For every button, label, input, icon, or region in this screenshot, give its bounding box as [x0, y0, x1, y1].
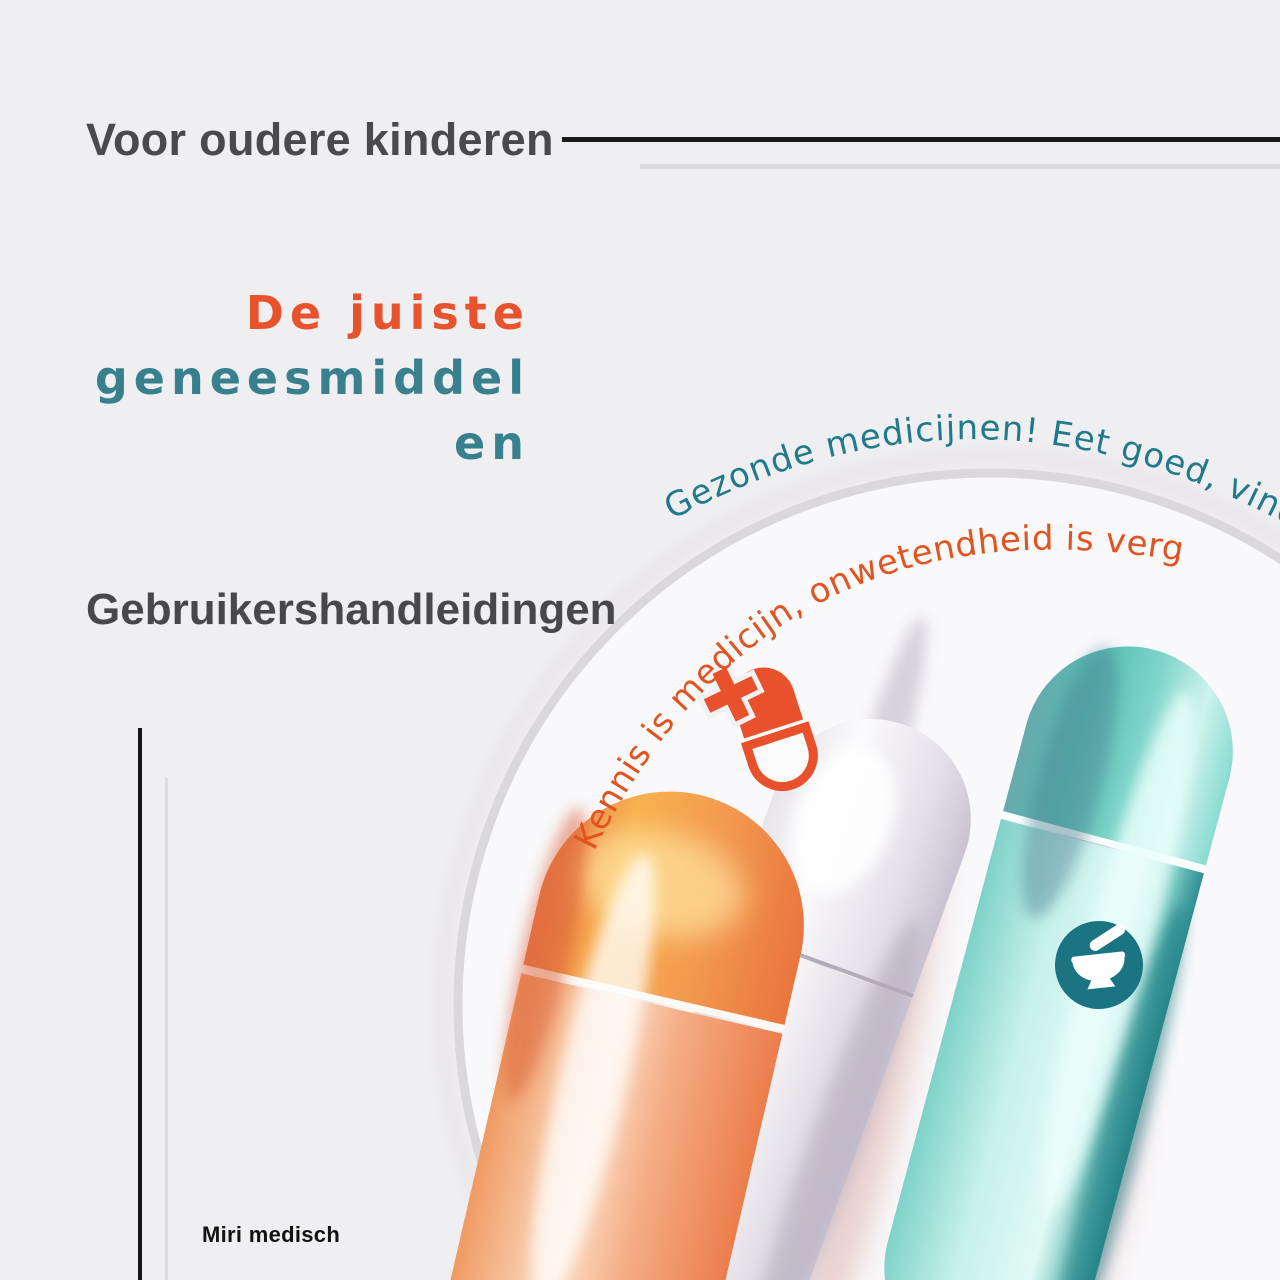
medical-cross-capsule-icon	[697, 660, 818, 791]
mortar-pestle-icon	[1071, 924, 1126, 990]
headline-line-1: De juiste	[245, 286, 530, 340]
mortar-pestle-badge	[1055, 921, 1143, 1009]
headline: De juiste geneesmiddel en	[50, 281, 530, 476]
headline-line-2: geneesmiddel	[94, 351, 530, 405]
top-rule-dark	[562, 137, 1280, 142]
top-rule-light	[640, 164, 1280, 169]
left-rule-dark	[138, 728, 142, 1280]
section-title: Gebruikershandleidingen	[86, 585, 617, 634]
medical-cross	[697, 660, 765, 729]
plate-outer-glow	[435, 450, 1280, 1280]
brand-name: Miri medisch	[202, 1222, 341, 1247]
left-rule-light	[165, 778, 168, 1280]
orange-capsule	[435, 791, 804, 1280]
page-title: Voor oudere kinderen	[86, 114, 554, 165]
headline-line-3: en	[454, 416, 530, 470]
